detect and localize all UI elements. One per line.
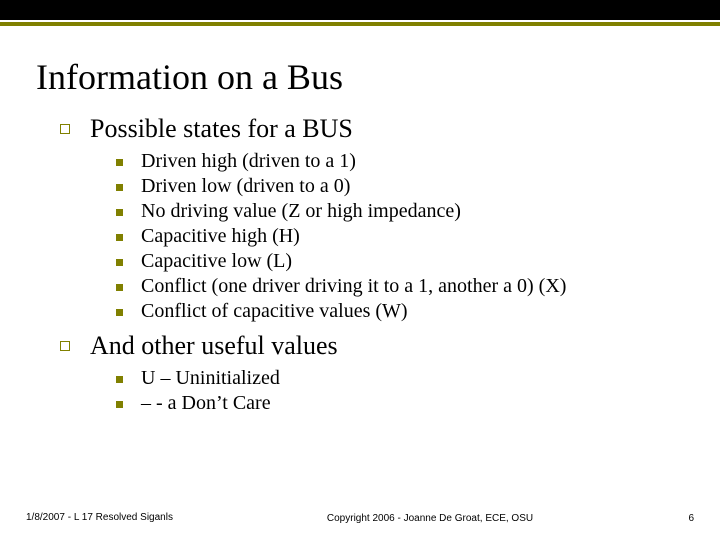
square-solid-icon <box>116 401 123 408</box>
list-item: U – Uninitialized <box>116 367 684 390</box>
list-item: Conflict of capacitive values (W) <box>116 300 684 323</box>
bullet-text: Capacitive low (L) <box>141 250 292 273</box>
bullet-text: No driving value (Z or high impedance) <box>141 200 461 223</box>
slide: Information on a Bus Possible states for… <box>0 0 720 540</box>
list-item: Capacitive high (H) <box>116 225 684 248</box>
square-solid-icon <box>116 209 123 216</box>
list-item: – - a Don’t Care <box>116 392 684 415</box>
bullet-text: Conflict of capacitive values (W) <box>141 300 408 323</box>
slide-title: Information on a Bus <box>36 56 684 98</box>
bullet-text: Possible states for a BUS <box>90 114 353 144</box>
square-solid-icon <box>116 376 123 383</box>
square-solid-icon <box>116 184 123 191</box>
footer: 1/8/2007 - L 17 Resolved Siganls Copyrig… <box>0 512 720 524</box>
list-item: Driven low (driven to a 0) <box>116 175 684 198</box>
bullet-text: Capacitive high (H) <box>141 225 300 248</box>
bullet-text: – - a Don’t Care <box>141 392 271 415</box>
square-open-icon <box>60 124 70 134</box>
square-solid-icon <box>116 159 123 166</box>
bullet-text: Driven high (driven to a 1) <box>141 150 356 173</box>
list-item: Conflict (one driver driving it to a 1, … <box>116 275 684 298</box>
footer-page-number: 6 <box>654 513 694 524</box>
sub-list: Driven high (driven to a 1) Driven low (… <box>60 150 684 323</box>
bullet-text: And other useful values <box>90 331 338 361</box>
list-item: Capacitive low (L) <box>116 250 684 273</box>
content-area: Information on a Bus Possible states for… <box>0 26 720 415</box>
footer-left: 1/8/2007 - L 17 Resolved Siganls <box>26 512 206 524</box>
square-solid-icon <box>116 284 123 291</box>
bullet-text: Driven low (driven to a 0) <box>141 175 350 198</box>
top-black-bar <box>0 0 720 20</box>
list-item: Driven high (driven to a 1) <box>116 150 684 173</box>
square-solid-icon <box>116 234 123 241</box>
square-open-icon <box>60 341 70 351</box>
bullet-text: Conflict (one driver driving it to a 1, … <box>141 275 566 298</box>
list-item: Possible states for a BUS Driven high (d… <box>60 114 684 323</box>
footer-center: Copyright 2006 - Joanne De Groat, ECE, O… <box>206 513 654 524</box>
bullet-text: U – Uninitialized <box>141 367 280 390</box>
square-solid-icon <box>116 309 123 316</box>
square-solid-icon <box>116 259 123 266</box>
list-item: And other useful values U – Uninitialize… <box>60 331 684 415</box>
bullet-list: Possible states for a BUS Driven high (d… <box>36 114 684 415</box>
list-item: No driving value (Z or high impedance) <box>116 200 684 223</box>
sub-list: U – Uninitialized – - a Don’t Care <box>60 367 684 415</box>
